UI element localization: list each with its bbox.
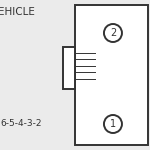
- Circle shape: [104, 115, 122, 133]
- Circle shape: [104, 24, 122, 42]
- Text: EHICLE: EHICLE: [0, 7, 35, 17]
- Text: 2: 2: [110, 28, 116, 38]
- Bar: [75, 5, 148, 145]
- Text: 1: 1: [110, 119, 116, 129]
- Text: 6-5-4-3-2: 6-5-4-3-2: [0, 119, 42, 128]
- Bar: [63, 47, 75, 89]
